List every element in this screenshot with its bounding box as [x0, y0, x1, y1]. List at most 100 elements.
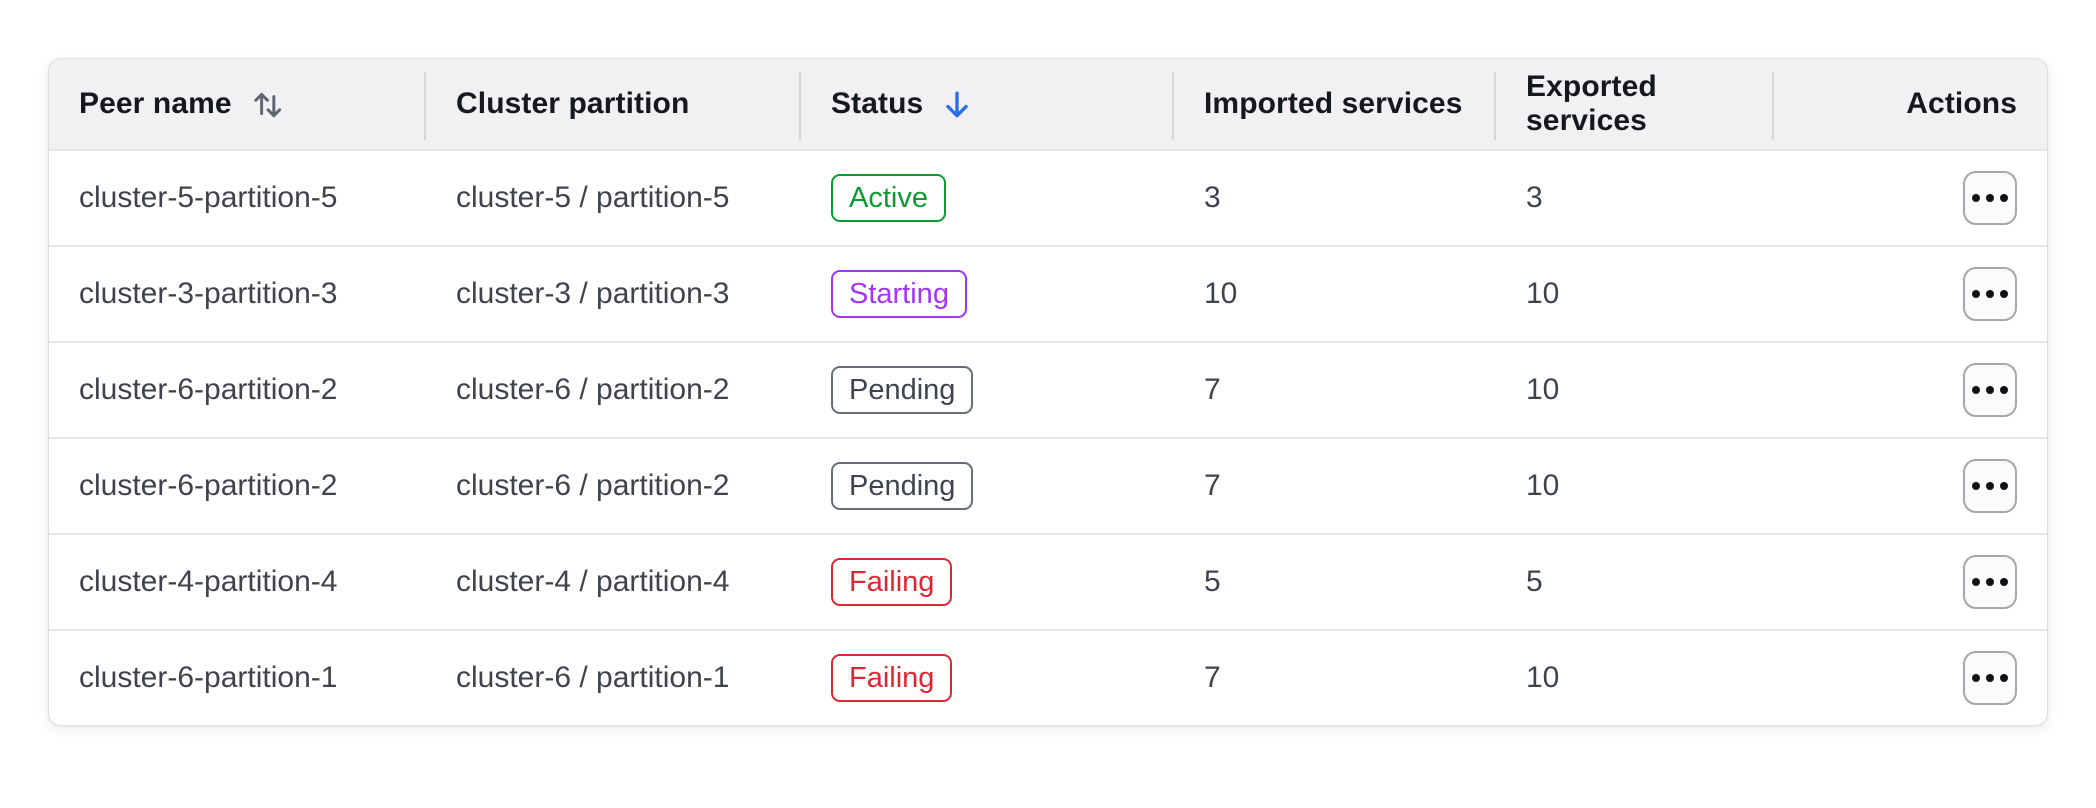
- imported-services-cell: 7: [1174, 469, 1496, 503]
- actions-cell: [1774, 171, 2047, 225]
- status-cell: Pending: [801, 462, 1174, 510]
- exported-services-cell: 10: [1496, 373, 1774, 407]
- exported-services-text: 10: [1526, 469, 1560, 502]
- imported-services-text: 10: [1204, 277, 1238, 310]
- table-row: cluster-6-partition-2 cluster-6 / partit…: [49, 437, 2047, 533]
- peer-name-text: cluster-5-partition-5: [79, 181, 338, 214]
- table-row: cluster-6-partition-1 cluster-6 / partit…: [49, 629, 2047, 725]
- arrow-down-icon[interactable]: [943, 89, 971, 121]
- exported-services-cell: 10: [1496, 661, 1774, 695]
- cluster-partition-text: cluster-6 / partition-1: [456, 661, 730, 694]
- cluster-partition-cell: cluster-4 / partition-4: [426, 565, 801, 599]
- cluster-partition-text: cluster-3 / partition-3: [456, 277, 730, 310]
- exported-services-cell: 3: [1496, 181, 1774, 215]
- peer-name-cell: cluster-6-partition-1: [49, 661, 426, 695]
- imported-services-text: 3: [1204, 181, 1221, 214]
- cluster-partition-text: cluster-6 / partition-2: [456, 373, 730, 406]
- column-header-imported-services: Imported services: [1174, 59, 1496, 149]
- peer-name-text: cluster-6-partition-1: [79, 661, 338, 694]
- exported-services-text: 10: [1526, 661, 1560, 694]
- status-badge: Failing: [831, 558, 953, 606]
- cluster-partition-cell: cluster-3 / partition-3: [426, 277, 801, 311]
- peer-name-text: cluster-6-partition-2: [79, 373, 338, 406]
- imported-services-text: 7: [1204, 373, 1221, 406]
- status-cell: Starting: [801, 270, 1174, 318]
- imported-services-cell: 7: [1174, 661, 1496, 695]
- peers-table: Peer name Cluster partition Status Impor…: [48, 58, 2048, 726]
- imported-services-cell: 3: [1174, 181, 1496, 215]
- actions-cell: [1774, 651, 2047, 705]
- row-actions-button[interactable]: [1963, 459, 2017, 513]
- status-cell: Failing: [801, 558, 1174, 606]
- status-badge: Pending: [831, 462, 974, 510]
- peer-name-cell: cluster-6-partition-2: [49, 373, 426, 407]
- cluster-partition-text: cluster-5 / partition-5: [456, 181, 730, 214]
- exported-services-text: 10: [1526, 373, 1560, 406]
- column-header-peer-name[interactable]: Peer name: [49, 59, 426, 149]
- column-header-label: Imported services: [1204, 87, 1463, 120]
- ellipsis-icon: [1972, 482, 1980, 490]
- status-badge: Starting: [831, 270, 967, 318]
- peer-name-text: cluster-6-partition-2: [79, 469, 338, 502]
- ellipsis-icon: [1972, 290, 1980, 298]
- status-badge: Pending: [831, 366, 974, 414]
- cluster-partition-text: cluster-4 / partition-4: [456, 565, 730, 598]
- column-header-exported-services: Exported services: [1496, 59, 1774, 149]
- peer-name-cell: cluster-6-partition-2: [49, 469, 426, 503]
- column-header-label: Peer name: [79, 87, 232, 120]
- status-cell: Active: [801, 174, 1174, 222]
- column-header-label: Status: [831, 87, 924, 120]
- exported-services-cell: 10: [1496, 277, 1774, 311]
- column-header-label: Actions: [1906, 87, 2017, 120]
- row-actions-button[interactable]: [1963, 171, 2017, 225]
- peer-name-cell: cluster-5-partition-5: [49, 181, 426, 215]
- imported-services-cell: 5: [1174, 565, 1496, 599]
- table-row: cluster-3-partition-3 cluster-3 / partit…: [49, 245, 2047, 341]
- peer-name-cell: cluster-3-partition-3: [49, 277, 426, 311]
- cluster-partition-text: cluster-6 / partition-2: [456, 469, 730, 502]
- ellipsis-icon: [1972, 386, 1980, 394]
- column-header-label: Cluster partition: [456, 87, 690, 120]
- actions-cell: [1774, 459, 2047, 513]
- imported-services-cell: 7: [1174, 373, 1496, 407]
- status-badge: Failing: [831, 654, 953, 702]
- peer-name-text: cluster-4-partition-4: [79, 565, 338, 598]
- imported-services-text: 7: [1204, 661, 1221, 694]
- table-row: cluster-4-partition-4 cluster-4 / partit…: [49, 533, 2047, 629]
- peer-name-text: cluster-3-partition-3: [79, 277, 338, 310]
- sort-updown-icon[interactable]: [252, 87, 284, 121]
- exported-services-text: 5: [1526, 565, 1543, 598]
- exported-services-text: 3: [1526, 181, 1543, 214]
- table-body: cluster-5-partition-5 cluster-5 / partit…: [49, 149, 2047, 725]
- column-header-status[interactable]: Status: [801, 59, 1174, 149]
- cluster-partition-cell: cluster-6 / partition-2: [426, 469, 801, 503]
- row-actions-button[interactable]: [1963, 651, 2017, 705]
- actions-cell: [1774, 555, 2047, 609]
- cluster-partition-cell: cluster-6 / partition-1: [426, 661, 801, 695]
- status-cell: Failing: [801, 654, 1174, 702]
- column-header-actions: Actions: [1774, 59, 2047, 149]
- imported-services-cell: 10: [1174, 277, 1496, 311]
- ellipsis-icon: [1972, 578, 1980, 586]
- row-actions-button[interactable]: [1963, 555, 2017, 609]
- imported-services-text: 7: [1204, 469, 1221, 502]
- peer-name-cell: cluster-4-partition-4: [49, 565, 426, 599]
- row-actions-button[interactable]: [1963, 363, 2017, 417]
- column-header-label: Exported services: [1526, 70, 1657, 137]
- column-header-cluster-partition: Cluster partition: [426, 59, 801, 149]
- table-row: cluster-5-partition-5 cluster-5 / partit…: [49, 149, 2047, 245]
- actions-cell: [1774, 363, 2047, 417]
- exported-services-text: 10: [1526, 277, 1560, 310]
- ellipsis-icon: [1972, 674, 1980, 682]
- exported-services-cell: 5: [1496, 565, 1774, 599]
- actions-cell: [1774, 267, 2047, 321]
- status-cell: Pending: [801, 366, 1174, 414]
- imported-services-text: 5: [1204, 565, 1221, 598]
- cluster-partition-cell: cluster-5 / partition-5: [426, 181, 801, 215]
- status-badge: Active: [831, 174, 946, 222]
- ellipsis-icon: [1972, 194, 1980, 202]
- cluster-partition-cell: cluster-6 / partition-2: [426, 373, 801, 407]
- row-actions-button[interactable]: [1963, 267, 2017, 321]
- table-header-row: Peer name Cluster partition Status Impor…: [49, 59, 2047, 149]
- table-row: cluster-6-partition-2 cluster-6 / partit…: [49, 341, 2047, 437]
